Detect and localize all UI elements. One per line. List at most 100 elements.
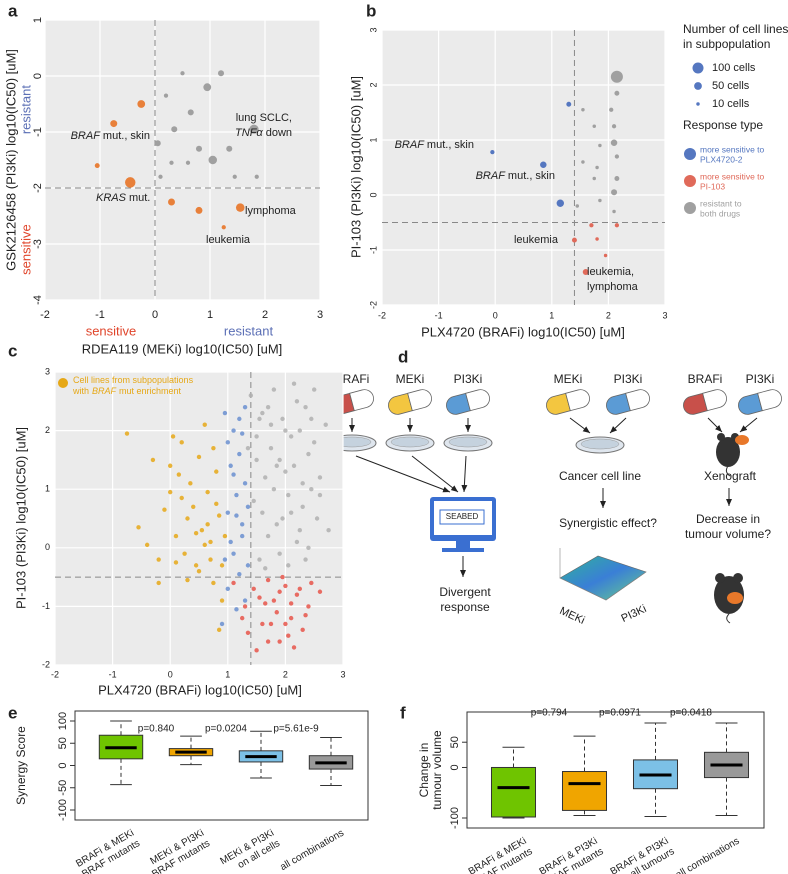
computer-screen: [434, 501, 492, 535]
x-tick-label: MEKi & PI3Kion all cells: [218, 827, 281, 874]
y-tick-label: -100: [449, 807, 461, 829]
mouse-icon: [714, 573, 744, 624]
legend-title: Number of cell lines: [683, 22, 788, 36]
data-point: [216, 627, 222, 633]
data-point: [179, 440, 184, 445]
data-point: [176, 472, 182, 477]
text-segment: mut., skin: [103, 130, 150, 142]
data-point: [303, 557, 308, 562]
legend-label: more sensitive to: [700, 144, 765, 154]
data-point: [611, 124, 617, 129]
legend-size-marker: [692, 62, 704, 74]
data-point: [566, 101, 572, 107]
panel-letter: e: [8, 703, 17, 722]
data-point: [219, 621, 225, 627]
y-axis-label: PI-103 (PI3Ki) log10(IC50) [uM]: [348, 76, 363, 258]
data-point: [268, 422, 274, 427]
data-point: [581, 108, 585, 112]
data-point: [260, 510, 265, 515]
data-point: [156, 580, 161, 586]
data-point: [280, 574, 285, 580]
data-point: [202, 422, 207, 427]
data-point: [173, 533, 179, 539]
data-point: [205, 522, 210, 527]
legend-label: 100 cells: [712, 62, 756, 74]
x-tick-label: BRAFi & MEKion BRAF mutants: [62, 827, 142, 874]
y-tick-label: -50: [57, 780, 69, 796]
y-tick-label: -100: [57, 799, 69, 821]
data-point: [277, 589, 282, 594]
data-point: [286, 492, 291, 498]
data-point: [187, 109, 194, 116]
result-label: response: [440, 600, 490, 614]
pill-icon: [683, 389, 727, 415]
x-axis-label: PLX4720 (BRAFi) log10(IC50) [uM]: [421, 324, 625, 339]
p-value: p=5.61e-9: [273, 724, 319, 735]
data-point: [288, 434, 294, 439]
y-tick-label: 0: [368, 192, 378, 197]
x-tick-label-line: all combinations: [674, 835, 742, 874]
x-axis-label: RDEA119 (MEKi) log10(IC50) [uM]: [82, 341, 283, 356]
data-point: [300, 627, 305, 633]
text-segment: leukemia: [206, 234, 251, 246]
data-point: [242, 481, 248, 486]
data-point: [234, 513, 239, 518]
text-segment: BRAF: [476, 170, 507, 182]
data-point: [265, 404, 271, 410]
data-point: [581, 160, 585, 164]
panel-letter: d: [398, 347, 408, 366]
arrow: [355, 455, 451, 493]
text-segment: BRAF: [395, 139, 426, 151]
data-point: [254, 648, 259, 653]
y-side-label: sensitive: [18, 224, 33, 275]
data-point: [196, 569, 202, 574]
text-segment: KRAS: [96, 192, 127, 204]
data-point: [265, 533, 271, 539]
data-point: [185, 516, 190, 521]
data-point: [283, 428, 288, 433]
data-point: [294, 399, 300, 404]
pill-half: [738, 392, 763, 415]
legend-label: 50 cells: [712, 80, 750, 92]
data-point: [306, 604, 311, 609]
y-tick-label: 50: [449, 736, 461, 748]
data-point: [291, 463, 297, 468]
arrow: [707, 417, 723, 433]
data-point: [257, 557, 262, 562]
data-point: [612, 209, 616, 214]
data-point: [306, 451, 311, 457]
x-tick-label: 0: [152, 309, 158, 321]
data-point: [222, 557, 228, 562]
data-point: [124, 431, 130, 436]
text-segment: mut.: [129, 192, 150, 204]
pill-half: [546, 392, 571, 415]
data-point: [268, 621, 274, 627]
data-point: [589, 223, 594, 228]
data-point: [231, 580, 236, 586]
data-point: [231, 428, 236, 433]
data-point: [614, 176, 620, 181]
data-point: [288, 601, 294, 606]
data-point: [154, 140, 161, 147]
data-point: [231, 551, 236, 556]
x-tick-label: BRAFi & PI3Kion all tumours: [609, 835, 677, 874]
screen-box: [439, 509, 485, 525]
data-point: [225, 510, 230, 515]
p-value: p=0.840: [138, 724, 175, 735]
annotation: leukemia: [206, 234, 251, 246]
legend-label: PLX4720-2: [700, 154, 743, 164]
data-point: [251, 498, 256, 504]
data-point: [254, 457, 259, 463]
x-side-label: sensitive: [86, 323, 137, 338]
y-tick-label: 1: [45, 484, 50, 494]
data-point: [303, 612, 308, 618]
pill-half: [683, 392, 708, 415]
arrow: [569, 417, 591, 434]
annotation: TNFα down: [235, 127, 292, 139]
data-point: [219, 598, 225, 603]
data-point: [598, 143, 602, 148]
result-label: tumour volume?: [685, 527, 771, 541]
data-point: [257, 416, 262, 422]
data-point: [150, 457, 156, 463]
data-point: [283, 583, 288, 589]
